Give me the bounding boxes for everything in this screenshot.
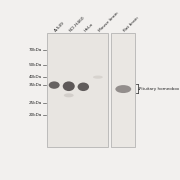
Text: 20kDa: 20kDa [29, 113, 42, 117]
Text: 50kDa: 50kDa [29, 63, 42, 67]
Text: HeLa: HeLa [83, 22, 94, 33]
Ellipse shape [63, 81, 75, 91]
Text: 25kDa: 25kDa [29, 101, 42, 105]
Ellipse shape [93, 76, 103, 79]
Text: 70kDa: 70kDa [29, 48, 42, 52]
Text: Mouse brain: Mouse brain [98, 11, 120, 33]
Text: 40kDa: 40kDa [29, 75, 42, 79]
Ellipse shape [49, 81, 60, 89]
Ellipse shape [78, 83, 89, 91]
Ellipse shape [115, 85, 131, 93]
Text: 35kDa: 35kDa [29, 83, 42, 87]
Text: A-549: A-549 [54, 21, 66, 33]
Bar [47, 33, 108, 147]
Text: Pituitary homeobox 2 (PITX2): Pituitary homeobox 2 (PITX2) [139, 87, 180, 91]
Ellipse shape [64, 93, 74, 97]
Bar [111, 33, 136, 147]
Text: NCI-H460: NCI-H460 [69, 15, 86, 33]
Text: Rat brain: Rat brain [123, 16, 140, 33]
